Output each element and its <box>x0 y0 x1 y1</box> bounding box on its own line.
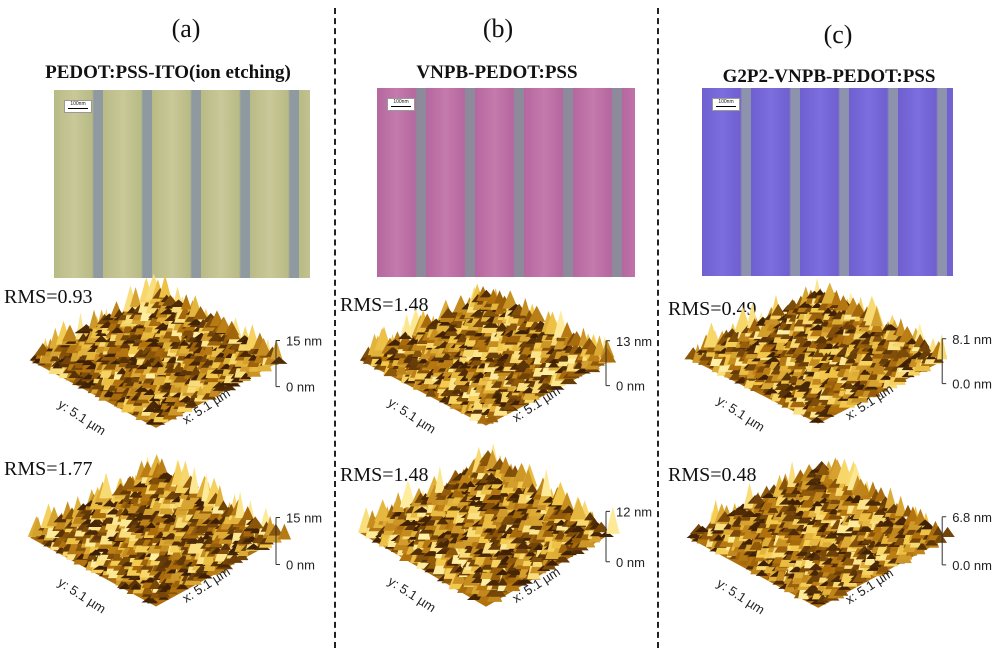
z-max-label: 15 nm <box>286 333 322 348</box>
rms-value: RMS=0.49 <box>668 298 757 320</box>
afm-plot: 8.1 nm0.0 nmy: 5.1 µm x: 5.1 µm <box>684 278 992 435</box>
panel-letter: (c) <box>823 20 853 49</box>
divider-ab <box>334 8 336 648</box>
sample-title: VNPB-PEDOT:PSS <box>416 62 578 83</box>
z-max-label: 8.1 nm <box>952 332 992 347</box>
afm-surface: 13 nm 0 nm y: 5.1 µm x: 5.1 µm <box>359 283 660 448</box>
z-max-label: 12 nm <box>616 504 652 519</box>
afm-surface: 12 nm 0 nm y: 5.1 µm x: 5.1 µm <box>358 443 660 632</box>
y-axis-label: y: 5.1 µm <box>714 393 767 435</box>
afm-plot: 15 nm0 nmy: 5.1 µm x: 5.1 µm <box>29 273 322 438</box>
divider-bc <box>657 8 659 648</box>
panel-b: (b) VNPB-PEDOT:PSS 100nm RMS=1.48 13 nm 0… <box>336 0 658 652</box>
afm-plot: 15 nm0 nmy: 5.1 µm x: 5.1 µm <box>27 454 322 617</box>
z-min-label: 0.0 nm <box>952 377 992 392</box>
y-axis-label: y: 5.1 µm <box>385 573 438 615</box>
panel-letter: (a) <box>171 14 201 43</box>
rms-value: RMS=1.48 <box>340 464 429 486</box>
optical-micrograph: 100nm <box>377 88 635 277</box>
afm-plot: 6.8 nm0.0 nmy: 5.1 µm x: 5.1 µm <box>686 457 992 617</box>
z-max-label: 13 nm <box>616 334 652 349</box>
scale-bar: 100nm <box>64 100 92 113</box>
sample-title: PEDOT:PSS-ITO(ion etching) <box>45 62 291 83</box>
afm-surface: 15 nm 0 nm y: 5.1 µm x: 5.1 µm <box>27 454 330 630</box>
z-min-label: 0 nm <box>616 555 645 570</box>
z-max-label: 15 nm <box>286 510 322 525</box>
y-axis-label: y: 5.1 µm <box>55 396 108 438</box>
afm-surface: 6.8 nm 0.0 nm y: 5.1 µm x: 5.1 µm <box>686 457 998 632</box>
optical-micrograph: 100nm <box>702 88 953 276</box>
y-axis-label: y: 5.1 µm <box>714 575 767 617</box>
rms-value: RMS=1.48 <box>340 294 429 316</box>
sample-title: G2P2-VNPB-PEDOT:PSS <box>722 66 936 87</box>
z-min-label: 0 nm <box>286 380 315 395</box>
scale-bar: 100nm <box>712 98 740 111</box>
z-min-label: 0.0 nm <box>952 558 992 573</box>
afm-surface: 8.1 nm 0.0 nm y: 5.1 µm x: 5.1 µm <box>684 278 998 446</box>
z-min-label: 0 nm <box>616 379 645 394</box>
rms-value: RMS=0.93 <box>4 286 93 308</box>
afm-plot: 12 nm0 nmy: 5.1 µm x: 5.1 µm <box>358 443 652 615</box>
z-min-label: 0 nm <box>286 557 315 572</box>
scale-bar: 100nm <box>387 98 415 111</box>
rms-value: RMS=0.48 <box>668 464 757 486</box>
panel-c: (c) G2P2-VNPB-PEDOT:PSS 100nm RMS=0.49 8… <box>658 0 1000 652</box>
optical-micrograph: 100nm <box>54 90 310 278</box>
afm-plot: 13 nm0 nmy: 5.1 µm x: 5.1 µm <box>359 283 652 437</box>
panel-letter: (b) <box>482 14 514 43</box>
afm-surface: 15 nm 0 nm y: 5.1 µm x: 5.1 µm <box>29 273 330 451</box>
y-axis-label: y: 5.1 µm <box>385 395 438 437</box>
panel-a: (a) PEDOT:PSS-ITO(ion etching) 100nm RMS… <box>0 0 336 652</box>
rms-value: RMS=1.77 <box>4 458 93 480</box>
y-axis-label: y: 5.1 µm <box>55 575 108 617</box>
z-max-label: 6.8 nm <box>952 510 992 525</box>
